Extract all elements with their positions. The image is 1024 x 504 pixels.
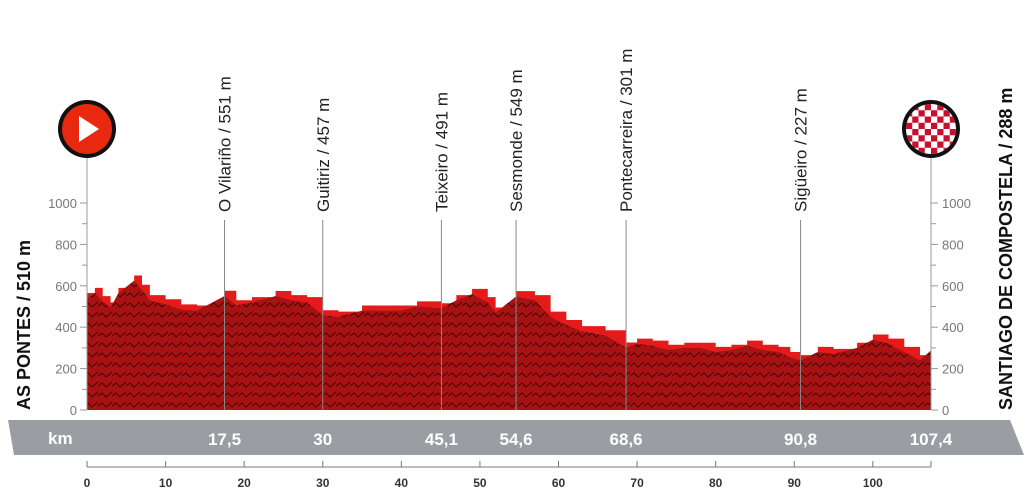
y-tick-label-right: 600	[942, 279, 964, 294]
checker-square	[924, 141, 931, 148]
y-tick-label-left: 400	[55, 320, 77, 335]
y-tick-label-right: 800	[942, 237, 964, 252]
checker-square	[937, 116, 944, 123]
x-tick-label: 70	[630, 476, 644, 490]
checker-square	[931, 147, 938, 154]
km-label: 90,8	[784, 430, 817, 449]
waypoint-label: O Vilariño / 551 m	[216, 76, 235, 212]
start-icon	[58, 100, 116, 158]
km-band	[8, 420, 1024, 455]
y-tick-label-left: 1000	[48, 196, 77, 211]
checker-square	[937, 141, 944, 148]
waypoint-label: Teixeiro / 491 m	[432, 92, 451, 212]
checker-square	[924, 129, 931, 136]
checker-square	[912, 116, 919, 123]
finish-label: SANTIAGO DE COMPOSTELA / 288 m	[996, 88, 1016, 410]
checker-square	[906, 135, 913, 142]
y-tick-label-left: 200	[55, 362, 77, 377]
x-tick-label: 90	[788, 476, 802, 490]
km-label: 30	[313, 430, 332, 449]
x-tick-label: 100	[863, 476, 883, 490]
y-tick-label-right: 1000	[942, 196, 971, 211]
checker-square	[949, 129, 956, 136]
elevation-profile	[87, 280, 931, 410]
x-tick-label: 30	[316, 476, 330, 490]
km-label: 107,4	[910, 430, 953, 449]
km-band-label: km	[48, 429, 73, 448]
waypoint-label: Guitiriz / 457 m	[314, 98, 333, 212]
checker-square	[912, 141, 919, 148]
checker-square	[949, 116, 956, 123]
checker-square	[918, 147, 925, 154]
checker-square	[906, 122, 913, 129]
checker-square	[912, 129, 919, 136]
waypoint-label: Sesmonde / 549 m	[507, 69, 526, 212]
checker-square	[918, 110, 925, 117]
waypoint-label: Sigüeiro / 227 m	[792, 88, 811, 212]
x-tick-label: 80	[709, 476, 723, 490]
y-tick-label-left: 800	[55, 237, 77, 252]
y-tick-label-left: 0	[70, 403, 77, 418]
km-label: 17,5	[208, 430, 241, 449]
checker-square	[943, 135, 950, 142]
checker-square	[931, 122, 938, 129]
x-tick-label: 0	[84, 476, 91, 490]
y-tick-label-right: 0	[942, 403, 949, 418]
checker-square	[943, 110, 950, 117]
finish-icon	[902, 100, 960, 158]
checker-square	[937, 104, 944, 111]
x-tick-label: 60	[552, 476, 566, 490]
x-tick-label: 10	[159, 476, 173, 490]
checker-square	[943, 122, 950, 129]
checker-square	[918, 122, 925, 129]
checker-square	[931, 110, 938, 117]
x-tick-label: 20	[237, 476, 251, 490]
y-tick-label-left: 600	[55, 279, 77, 294]
start-label: AS PONTES / 510 m	[14, 240, 34, 410]
checker-square	[924, 104, 931, 111]
checker-square	[924, 116, 931, 123]
checker-square	[931, 135, 938, 142]
km-label: 45,1	[425, 430, 458, 449]
y-tick-label-right: 200	[942, 362, 964, 377]
km-label: 54,6	[500, 430, 533, 449]
y-tick-label-right: 400	[942, 320, 964, 335]
waypoint-label: Pontecarreira / 301 m	[617, 49, 636, 212]
x-tick-label: 50	[473, 476, 487, 490]
x-tick-label: 40	[395, 476, 409, 490]
km-label: 68,6	[610, 430, 643, 449]
checker-square	[937, 129, 944, 136]
checker-square	[918, 135, 925, 142]
